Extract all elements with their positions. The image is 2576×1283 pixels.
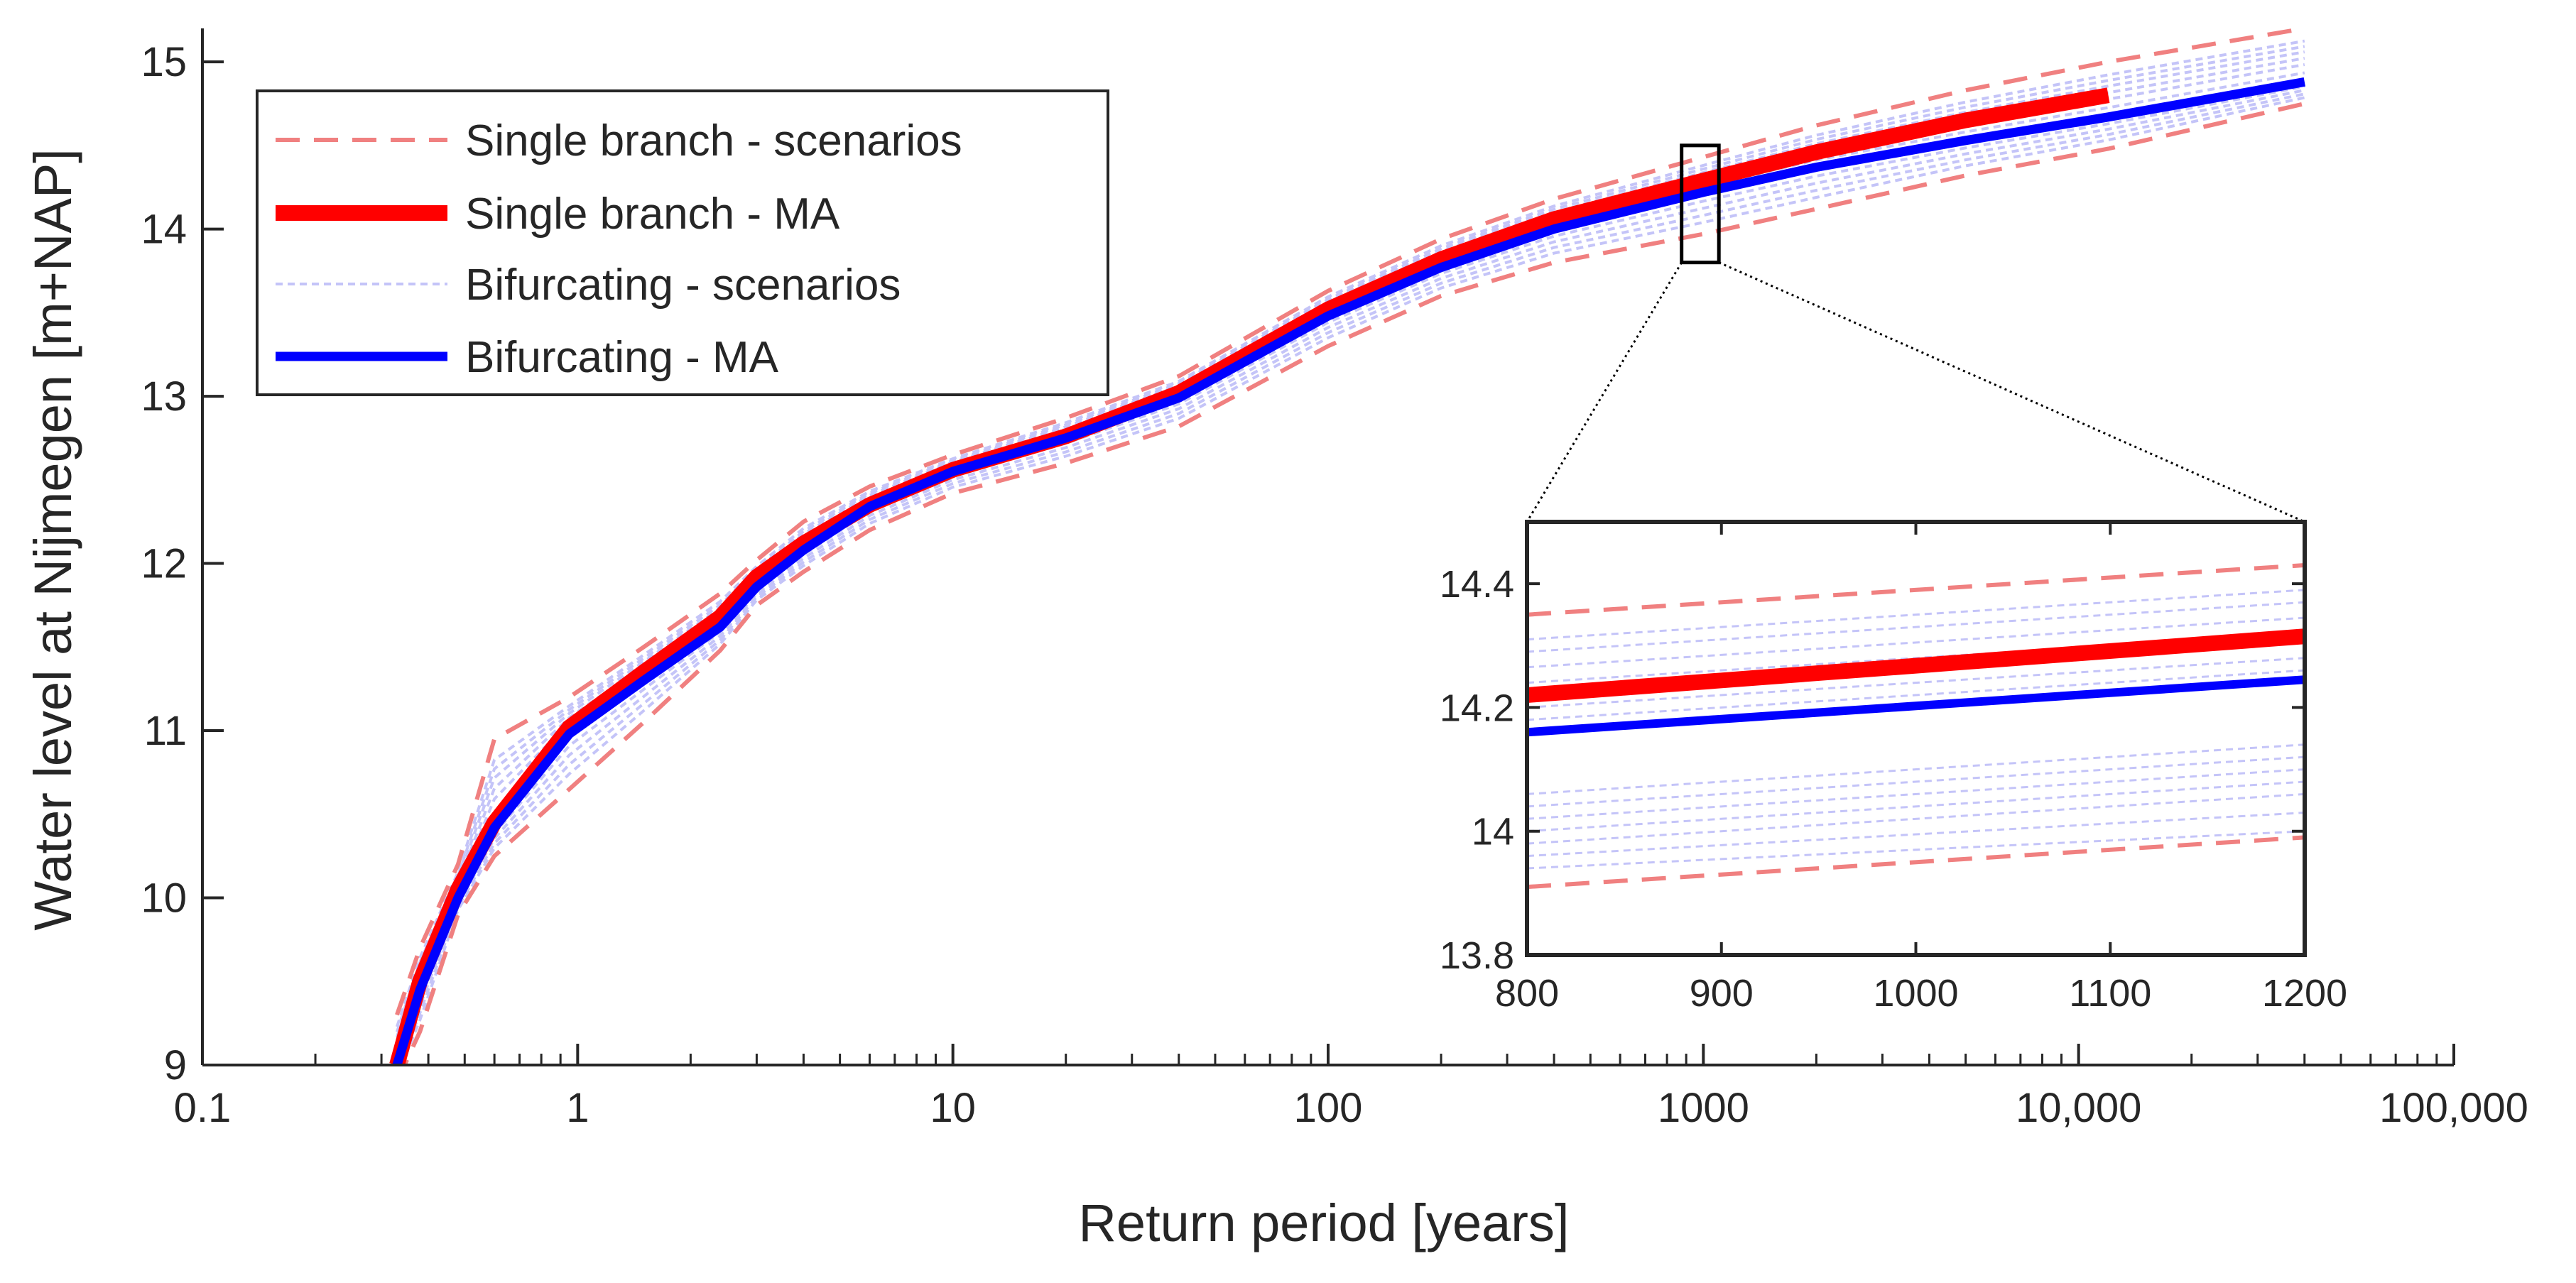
zoom-highlight-box bbox=[1680, 143, 1721, 265]
y-axis-title: Water level at Nijmegen [m+NAP] bbox=[23, 148, 82, 930]
inset-bif-scenario-line bbox=[1527, 792, 2305, 845]
inset-y-tick-label: 14.4 bbox=[1440, 563, 1514, 606]
bif-scenario-line bbox=[397, 89, 2305, 1065]
legend-label: Bifurcating - scenarios bbox=[465, 261, 901, 310]
x-tick-label: 1 bbox=[566, 1085, 589, 1131]
legend-label: Single branch - MA bbox=[465, 190, 840, 239]
inset-bif-scenario-line bbox=[1527, 657, 2305, 709]
y-tick-label: 10 bbox=[141, 875, 187, 922]
x-axis-title: Return period [years] bbox=[1078, 1194, 1569, 1252]
bif-scenario-line bbox=[396, 84, 2305, 1065]
main-plot-lines bbox=[389, 28, 2305, 1065]
inset-single-ma-line bbox=[1527, 628, 2305, 703]
y-tick-label: 13 bbox=[141, 373, 187, 420]
x-tick-label: 10 bbox=[930, 1085, 976, 1131]
inset-bif-scenario-line bbox=[1527, 812, 2305, 858]
x-tick-label: 10,000 bbox=[2016, 1085, 2141, 1131]
inset-bif-scenario-line bbox=[1527, 601, 2305, 653]
inset-bif-scenario-line bbox=[1527, 589, 2305, 641]
inset-x-tick-label: 800 bbox=[1495, 972, 1559, 1015]
bif-scenario-line bbox=[400, 96, 2305, 1065]
zoom-highlight-group bbox=[1526, 143, 2305, 523]
legend-label: Bifurcating - MA bbox=[465, 333, 779, 382]
inset-bif-scenario-line bbox=[1527, 669, 2305, 721]
zoom-connector-line bbox=[1718, 261, 2305, 523]
inset-bif-scenario-line bbox=[1527, 830, 2305, 870]
y-tick-label: 9 bbox=[164, 1042, 187, 1088]
bif-scenario-line bbox=[398, 92, 2305, 1065]
bif-ma-line bbox=[392, 77, 2305, 1065]
legend-label: Single branch - scenarios bbox=[465, 116, 962, 165]
inset-single-scenario-line bbox=[1527, 563, 2305, 617]
legend: Single branch - scenarios Single branch -… bbox=[256, 89, 1109, 396]
inset-background bbox=[1527, 522, 2305, 955]
inset-bif-scenario-line bbox=[1527, 780, 2305, 833]
inset-y-tick-label: 13.8 bbox=[1440, 934, 1514, 977]
y-tick-label: 12 bbox=[141, 541, 187, 587]
x-tick-label: 100,000 bbox=[2379, 1085, 2528, 1131]
bif-scenario-line bbox=[395, 63, 2305, 1049]
x-tick-label: 0.1 bbox=[174, 1085, 232, 1131]
single-scenario-line bbox=[402, 102, 2305, 1065]
inset-y-tick-label: 14 bbox=[1472, 811, 1514, 853]
single-scenario-line bbox=[395, 28, 2305, 1016]
inset-bif-scenario-line bbox=[1527, 768, 2305, 820]
main-axes: 0.1 1 10 100 1000 10,000 100,000 9 10 11 12 13 14 15 bbox=[141, 28, 2528, 1131]
inset-x-tick-label: 1200 bbox=[2262, 972, 2347, 1015]
zoom-connector-line bbox=[1526, 261, 1683, 523]
inset-bif-scenario-line bbox=[1527, 616, 2305, 669]
y-tick-label: 11 bbox=[144, 708, 187, 754]
inset-single-scenario-line bbox=[1527, 835, 2305, 890]
inset-x-tick-label: 1100 bbox=[2069, 972, 2151, 1015]
bif-scenario-line bbox=[396, 39, 2305, 1027]
inset-bif-scenario-line bbox=[1527, 743, 2305, 795]
inset-chart: 800 900 1000 1100 1200 13.8 14 14.2 14.4 bbox=[1440, 520, 2347, 1015]
inset-lines bbox=[1527, 563, 2305, 890]
x-tick-label: 100 bbox=[1294, 1085, 1363, 1131]
bif-scenario-line bbox=[396, 45, 2305, 1032]
y-tick-label: 15 bbox=[141, 39, 187, 85]
y-tick-label: 14 bbox=[141, 207, 187, 253]
inset-bif-scenario-line bbox=[1527, 755, 2305, 808]
inset-x-tick-label: 1000 bbox=[1873, 972, 1958, 1015]
inset-bif-ma-line bbox=[1527, 675, 2305, 737]
x-tick-label: 1000 bbox=[1658, 1085, 1749, 1131]
inset-y-tick-label: 14.2 bbox=[1440, 687, 1514, 729]
inset-x-tick-label: 900 bbox=[1690, 972, 1754, 1015]
